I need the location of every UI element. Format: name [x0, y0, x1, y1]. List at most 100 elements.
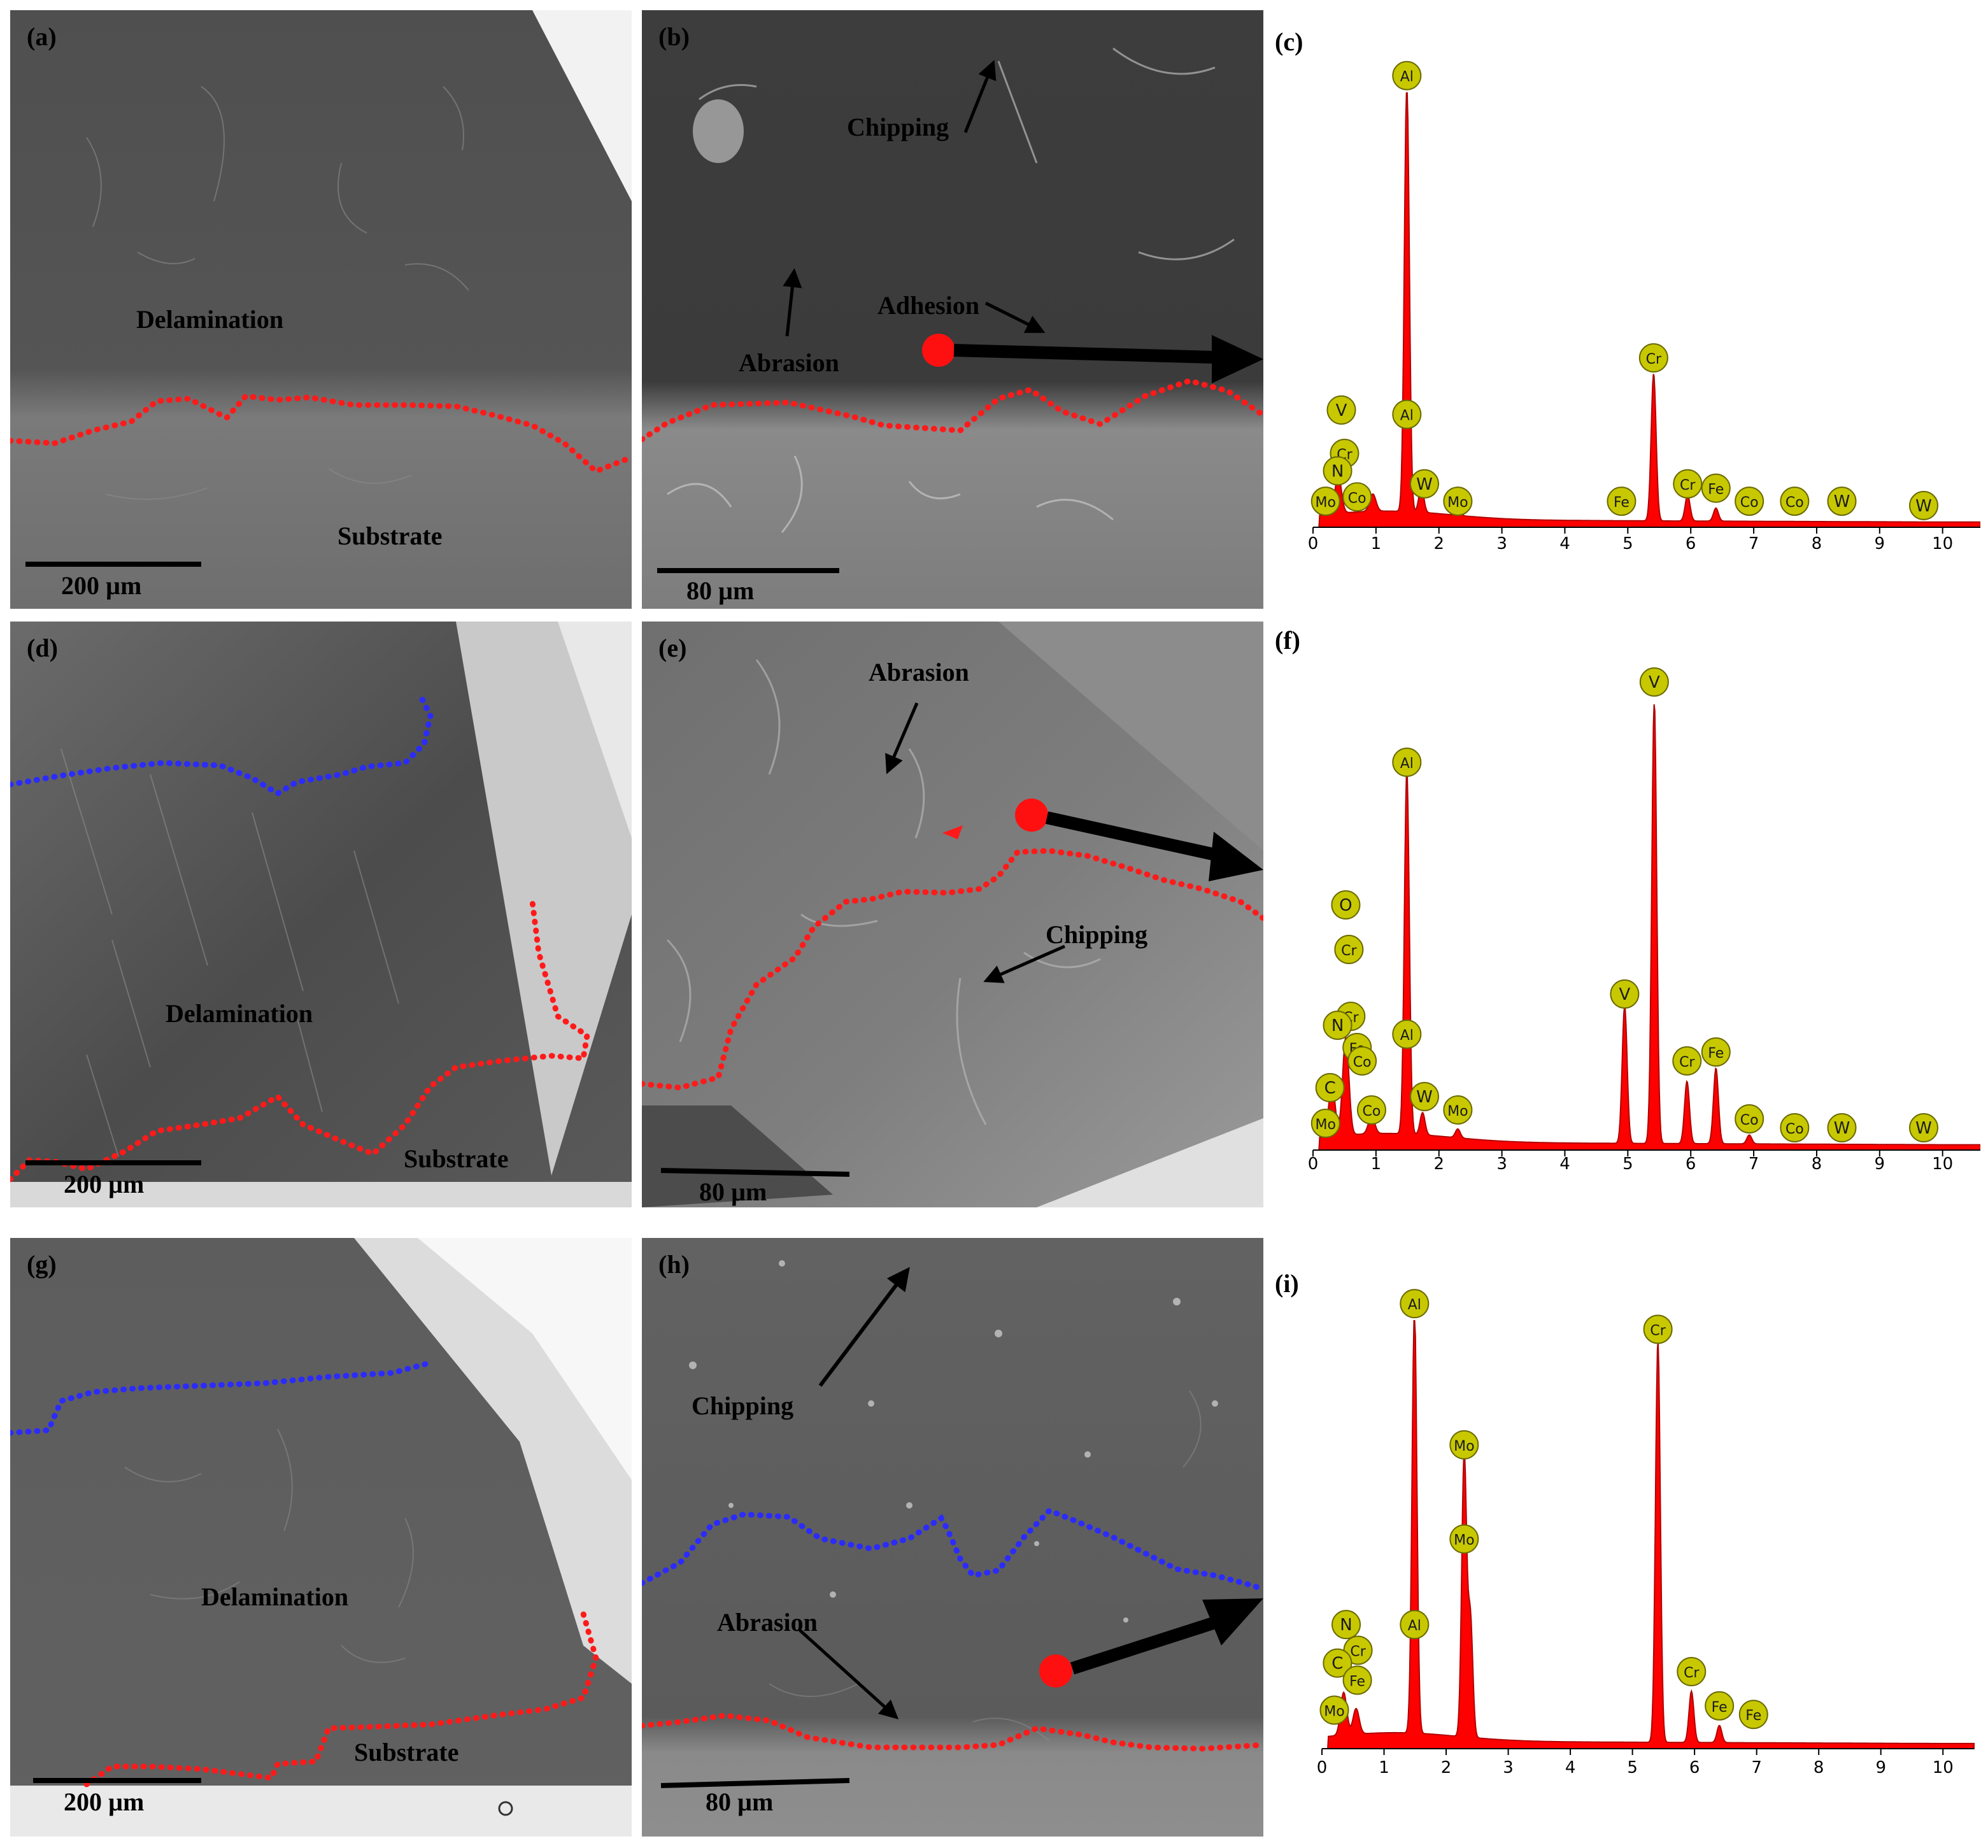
element-label: W: [1834, 492, 1850, 511]
element-marker: [1409, 1082, 1439, 1111]
x-tick-label: 9: [1875, 1155, 1885, 1174]
element-marker: [1400, 1610, 1430, 1640]
element-label: Al: [1400, 1028, 1414, 1044]
red-boundary-line: [10, 899, 590, 1183]
element-marker: [1643, 1314, 1673, 1344]
element-label: W: [1834, 1119, 1850, 1138]
element-label: N: [1331, 1016, 1344, 1035]
element-label: Co: [1740, 1112, 1759, 1128]
element-label: N: [1331, 462, 1344, 481]
x-tick-label: 6: [1689, 1758, 1700, 1777]
element-label: C: [1331, 1654, 1343, 1674]
x-tick-label: 4: [1559, 1155, 1570, 1174]
element-marker: [1400, 1289, 1430, 1319]
sem-texture: [642, 1238, 1263, 1837]
element-label: Fe: [1745, 1708, 1761, 1724]
element-label: Cr: [1350, 1644, 1366, 1660]
element-marker: [1315, 1073, 1345, 1102]
element-label: Mo: [1316, 495, 1336, 511]
element-marker: [1334, 935, 1364, 964]
element-marker: [1780, 1113, 1810, 1142]
x-tick-label: 3: [1496, 1155, 1507, 1174]
element-label: Co: [1348, 490, 1367, 506]
sem-panel-d: (d) Delamination Substrate 200 µm: [10, 622, 632, 1207]
element-marker: [1347, 1046, 1377, 1076]
x-tick-label: 0: [1317, 1758, 1328, 1777]
element-label: V: [1336, 401, 1347, 420]
scale-bar: [660, 1778, 850, 1788]
arrow: [885, 702, 919, 774]
annotation-abrasion: Abrasion: [739, 348, 839, 377]
x-tick-label: 4: [1559, 534, 1570, 553]
red-boundary-line: [83, 1610, 599, 1788]
element-label: Cr: [1341, 943, 1357, 959]
eds-spectrum-plot: 012345678910VAlOCrCrNFeCoCMoCoAlWMoVCrFe…: [1308, 667, 1981, 1174]
annotation-chipping: Chipping: [1046, 920, 1148, 949]
arrow: [983, 944, 1066, 983]
element-marker: [1310, 1109, 1340, 1138]
eds-pointer-arrowhead: [1212, 335, 1263, 383]
blue-boundary-line: [642, 1507, 1263, 1593]
element-label: Al: [1408, 1297, 1421, 1313]
arrow: [818, 1267, 910, 1387]
red-boundary-line: [642, 848, 1263, 1091]
element-label: Co: [1786, 495, 1804, 511]
element-label: V: [1619, 985, 1630, 1004]
element-label: Mo: [1447, 495, 1468, 511]
scale-bar-label: 80 µm: [706, 1788, 774, 1816]
element-label: W: [1416, 1088, 1433, 1107]
boundary-overlay: [642, 1267, 1263, 1788]
x-tick-label: 7: [1749, 534, 1759, 553]
scale-bar-label: 200 µm: [64, 1170, 145, 1198]
element-label: Al: [1400, 69, 1414, 85]
eds-spectrum-f: 012345678910VAlOCrCrNFeCoCMoCoAlWMoVCrFe…: [1274, 622, 1981, 1207]
x-tick-label: 10: [1932, 534, 1953, 553]
x-tick-label: 10: [1932, 1155, 1953, 1174]
element-label: Cr: [1684, 1665, 1700, 1681]
eds-pointer-arrow: [1070, 1616, 1218, 1675]
element-marker: [1326, 395, 1356, 425]
element-marker: [1909, 490, 1939, 520]
element-label: Cr: [1650, 1323, 1666, 1339]
x-tick-label: 8: [1814, 1758, 1824, 1777]
arrow: [799, 1629, 899, 1720]
boundary-overlay: [642, 60, 1263, 573]
element-marker: [1827, 487, 1857, 516]
element-marker: [1705, 1691, 1735, 1721]
boundary-overlay: [10, 695, 590, 1183]
annotation-substrate: Substrate: [354, 1738, 459, 1766]
eds-spot-marker: [1015, 799, 1048, 832]
element-marker: [1392, 399, 1422, 429]
element-label: Fe: [1708, 1046, 1724, 1062]
element-marker: [1443, 1095, 1473, 1125]
element-label: C: [1324, 1079, 1336, 1098]
element-marker: [1331, 890, 1361, 920]
annotation-chipping: Chipping: [847, 113, 949, 141]
sem-panel-g: (g) Delamination Substrate 200 µm: [10, 1238, 632, 1837]
eds-spot-marker: [1039, 1654, 1072, 1688]
panel-label: (e): [658, 634, 687, 662]
sem-panel-a: (a) Delamination Substrate 200 µm: [10, 10, 632, 609]
blue-boundary-line: [10, 695, 434, 797]
element-label: Mo: [1454, 1533, 1474, 1549]
x-tick-label: 7: [1751, 1758, 1762, 1777]
element-marker: [1701, 1037, 1731, 1067]
red-boundary-line: [642, 1712, 1263, 1752]
x-tick-label: 9: [1875, 1758, 1886, 1777]
sem-texture: [642, 622, 1263, 1207]
annotation-abrasion: Abrasion: [869, 658, 969, 686]
x-tick-label: 3: [1496, 534, 1507, 553]
panel-label: (d): [27, 634, 58, 662]
element-marker: [1738, 1700, 1768, 1730]
element-label: Fe: [1614, 495, 1629, 511]
scale-bar-label: 80 µm: [699, 1177, 767, 1206]
element-label: Cr: [1680, 478, 1696, 494]
blue-boundary-line: [10, 1360, 434, 1436]
x-tick-label: 2: [1441, 1758, 1452, 1777]
annotation-chipping: Chipping: [692, 1391, 794, 1420]
panel-label: (h): [658, 1250, 690, 1279]
element-marker: [1735, 1104, 1764, 1134]
element-label: Fe: [1349, 1674, 1365, 1689]
element-label: Mo: [1454, 1439, 1474, 1454]
eds-pointer-arrowhead: [1202, 1598, 1263, 1645]
